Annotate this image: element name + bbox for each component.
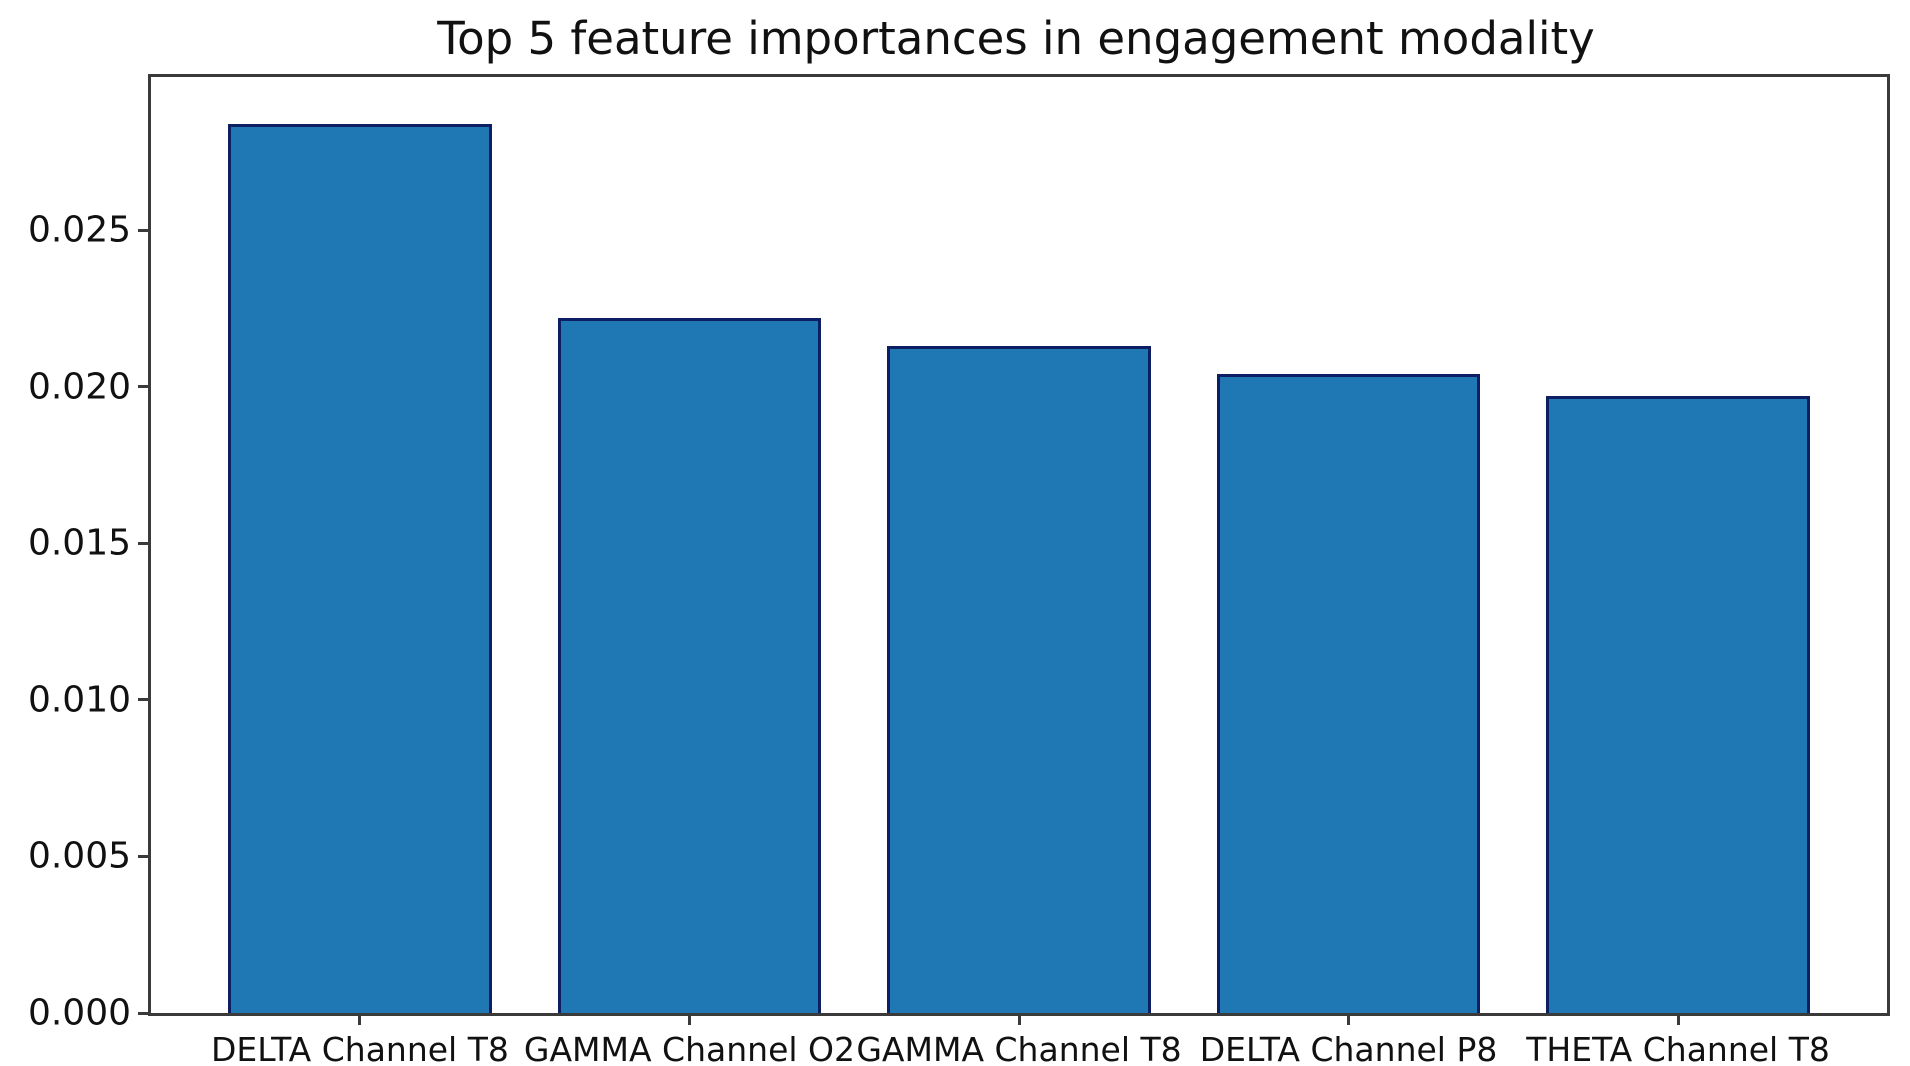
y-tick-mark — [138, 385, 148, 389]
y-tick-mark — [138, 228, 148, 232]
bar — [1546, 396, 1810, 1013]
chart-title: Top 5 feature importances in engagement … — [437, 12, 1595, 65]
x-tick-label: THETA Channel T8 — [1526, 1030, 1830, 1066]
y-tick-mark — [138, 1011, 148, 1015]
x-tick-mark — [1347, 1016, 1351, 1025]
bar — [557, 318, 822, 1013]
x-tick-label: DELTA Channel P8 — [1199, 1030, 1498, 1066]
x-tick-label: GAMMA Channel T8 — [856, 1030, 1182, 1066]
x-tick-mark — [1676, 1016, 1680, 1025]
y-tick-mark — [138, 698, 148, 702]
x-tick-mark — [358, 1016, 362, 1025]
x-tick-mark — [687, 1016, 691, 1025]
y-tick-label: 0.020 — [27, 366, 131, 408]
x-tick-label: GAMMA Channel O2 — [523, 1030, 856, 1066]
plot-area: 0.000 0.005 0.010 0.015 0.020 0.025 DELTA Chan… — [28, 74, 1890, 1066]
y-tick-label: 0.010 — [27, 679, 131, 721]
bar — [1216, 374, 1481, 1013]
bar — [887, 346, 1151, 1013]
y-tick-label: 0.005 — [27, 835, 131, 877]
y-tick-label: 0.015 — [27, 522, 131, 564]
y-tick-label: 0.025 — [27, 209, 131, 251]
x-tick-mark — [1017, 1016, 1021, 1025]
y-tick-label: 0.000 — [27, 992, 131, 1034]
y-tick-mark — [138, 854, 148, 858]
y-tick-mark — [138, 541, 148, 545]
x-tick-label: DELTA Channel T8 — [210, 1030, 509, 1066]
bar — [228, 123, 492, 1013]
